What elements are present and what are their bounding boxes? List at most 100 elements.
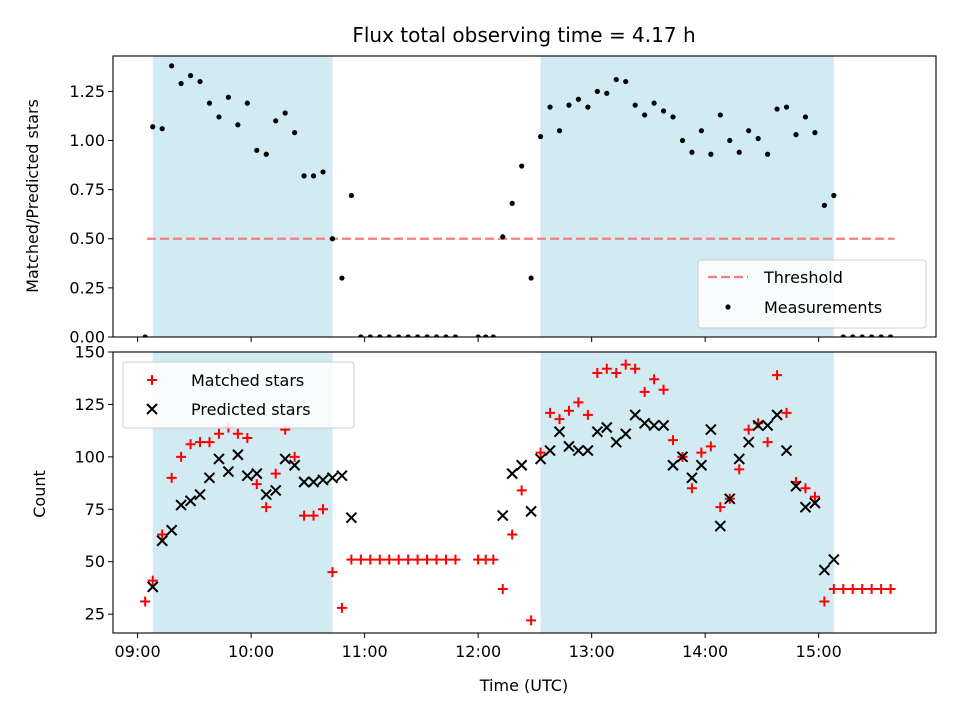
matched-star-point	[232, 428, 243, 439]
measurement-point	[178, 80, 184, 87]
x-tick-label: 13:00	[569, 642, 615, 661]
predicted-star-point	[270, 484, 282, 497]
matched-star-point	[847, 583, 858, 594]
predicted-star-point	[213, 453, 225, 465]
measurement-point	[519, 163, 525, 169]
matched-star-point	[809, 491, 820, 502]
measurement-point	[452, 334, 459, 337]
predicted-star-point	[241, 470, 254, 482]
matched-star-point	[374, 554, 385, 565]
measurement-point	[802, 114, 809, 120]
matched-star-point	[422, 554, 433, 565]
measurement-point	[169, 63, 175, 69]
measurement-point	[475, 334, 481, 337]
measurement-point	[566, 102, 572, 108]
matched-star-point	[592, 367, 603, 378]
predicted-star-point	[714, 520, 727, 532]
chart-title: Flux total observing time = 4.17 h	[352, 23, 695, 47]
measurement-point	[424, 334, 430, 337]
measurement-point	[329, 236, 336, 242]
measurement-point	[717, 112, 723, 118]
measurement-point	[642, 112, 648, 118]
matched-star-point	[762, 437, 773, 448]
measurement-point	[244, 100, 250, 106]
measurement-point	[613, 76, 619, 83]
matched-star-point	[545, 407, 556, 418]
y-tick-label: 0.25	[69, 278, 105, 297]
measurement-point	[301, 173, 307, 179]
matched-star-point	[866, 583, 877, 594]
matched-star-point	[668, 435, 679, 446]
matched-star-point	[876, 583, 887, 594]
predicted-star-point	[175, 499, 187, 511]
measurement-point	[292, 130, 298, 136]
measurement-point	[623, 78, 629, 85]
matched-star-point	[554, 414, 565, 425]
legend-threshold-label: Threshold	[763, 268, 843, 287]
predicted-star-point	[799, 501, 812, 513]
predicted-star-point	[345, 511, 358, 524]
measurement-point	[537, 133, 544, 140]
matched-star-point	[318, 504, 329, 515]
measurement-point	[585, 104, 591, 110]
legend-predicted-label: Predicted stars	[191, 400, 311, 419]
measurement-point	[859, 334, 865, 337]
measurement-point	[500, 234, 506, 240]
measurement-point	[358, 334, 364, 337]
y-tick-label: 150	[74, 343, 105, 362]
measurement-point	[509, 200, 515, 206]
predicted-star-point	[336, 470, 348, 482]
measurement-point	[377, 334, 383, 337]
predicted-star-point	[638, 417, 651, 430]
predicted-star-point	[657, 419, 670, 432]
predicted-star-point	[828, 553, 840, 566]
matched-star-point	[355, 554, 366, 565]
predicted-star-point	[752, 419, 764, 432]
ratio-y-axis-label: Matched/Predicted stars	[23, 99, 42, 293]
predicted-star-point	[298, 476, 310, 488]
predicted-star-point	[733, 453, 745, 465]
measurement-point	[348, 192, 354, 199]
matched-star-point	[242, 432, 253, 443]
measurement-point	[746, 128, 752, 134]
predicted-star-point	[156, 535, 168, 547]
measurement-point	[339, 275, 345, 281]
measurement-point	[320, 169, 326, 175]
y-tick-label: 0.00	[69, 328, 105, 347]
measurement-point	[651, 100, 657, 106]
predicted-star-point	[317, 474, 329, 486]
matched-star-point	[696, 447, 707, 458]
measurement-point	[850, 334, 856, 337]
matched-star-point	[781, 407, 792, 418]
y-tick-label: 50	[85, 552, 105, 571]
measurement-point	[216, 114, 222, 120]
matched-star-point	[516, 485, 527, 496]
measurement-point	[556, 128, 563, 134]
legend-predicted-swatch	[146, 403, 158, 415]
matched-star-point	[601, 363, 612, 374]
matched-star-point	[715, 502, 726, 513]
measurement-point	[660, 108, 667, 114]
ratio-panel: 0.00 0.25 0.50 0.75 1.00 1.25 Threshold Measure…	[69, 55, 937, 347]
predicted-star-point	[601, 421, 613, 434]
matched-star-point	[431, 554, 442, 565]
matched-star-point	[450, 554, 461, 565]
predicted-star-point	[563, 440, 575, 453]
matched-star-point	[582, 409, 593, 420]
measurement-point	[689, 149, 695, 155]
measurement-point	[547, 104, 553, 110]
predicted-star-point	[780, 444, 793, 457]
measurement-point	[263, 151, 269, 157]
predicted-star-point	[497, 509, 509, 522]
predicted-star-point	[260, 488, 272, 501]
y-tick-label: 125	[74, 395, 105, 414]
predicted-star-point	[165, 524, 178, 536]
count-panel: 25 50 75 100 125 150 09:00 10:00 11:00 12:00 13:00…	[74, 343, 937, 661]
measurement-point	[632, 102, 638, 108]
measurement-point	[405, 334, 411, 337]
matched-star-point	[649, 374, 660, 385]
measurement-point	[765, 151, 771, 157]
measurement-point	[142, 334, 148, 337]
matched-star-point	[828, 583, 839, 594]
x-tick-label: 11:00	[342, 642, 388, 661]
